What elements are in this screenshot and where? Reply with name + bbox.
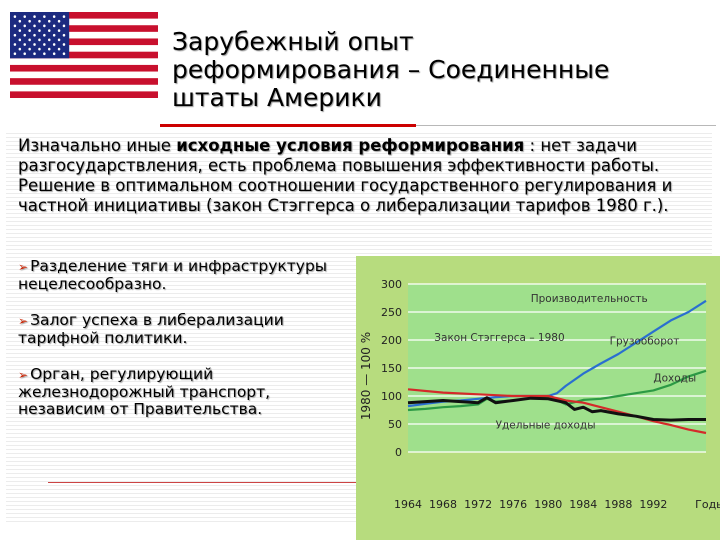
x-tick-label: 1968 [429, 498, 457, 511]
y-tick-label: 300 [381, 278, 402, 291]
flag-star [23, 43, 26, 46]
flag-star [38, 29, 41, 32]
flag-star [28, 38, 31, 42]
line-chart: 300 250 200 150 100 50 0 1964 1968 1972 1976 1980 19… [356, 256, 720, 540]
y-tick-label: 200 [381, 334, 402, 347]
flag-star [13, 33, 17, 37]
bullet-item: ➢ Разделение тяги и инфраструктуры нецеле… [18, 258, 348, 293]
bullet-text: Разделение тяги и инфраструктуры нецелес… [18, 257, 328, 293]
flag-star [43, 52, 46, 56]
flag-star [52, 52, 56, 56]
y-tick-label: 100 [381, 390, 402, 403]
flag-star [62, 33, 66, 37]
intro-text-bold: исходные условия реформирования [176, 136, 525, 155]
flag-star [23, 24, 26, 28]
flag-star [28, 19, 31, 23]
flag-star [18, 19, 22, 23]
flag-star [33, 52, 36, 56]
title-line-3: штаты Америки [172, 83, 382, 112]
flag-star [43, 43, 46, 46]
title-underline [160, 124, 416, 127]
series-label: Производительность [531, 293, 648, 305]
flag-star [13, 52, 17, 56]
flag-star [57, 47, 61, 51]
arrow-bullet-icon: ➢ [18, 260, 29, 274]
flag-star [52, 33, 56, 37]
bullet-text: Орган, регулирующий железнодорожный тран… [18, 365, 271, 418]
y-axis-label: 1980 — 100 % [359, 332, 373, 420]
series-line [407, 396, 706, 422]
flag-star [18, 29, 22, 32]
series-label: Доходы [653, 372, 696, 384]
x-tick-label: 1964 [394, 498, 422, 511]
y-tick-label: 50 [388, 418, 402, 431]
arrow-bullet-icon: ➢ [18, 314, 29, 328]
x-tick-label: 1984 [569, 498, 597, 511]
flag-star [43, 15, 46, 19]
flag-star [13, 15, 17, 19]
flag-star [13, 24, 17, 28]
flag-star [62, 52, 66, 56]
chart-annotation: Закон Стэггерса – 1980 [434, 332, 564, 344]
flag-star [57, 19, 61, 23]
x-tick-label: 1988 [604, 498, 632, 511]
flag-star [62, 24, 66, 28]
chart-container: 300 250 200 150 100 50 0 1964 1968 1972 1976 1980 19… [356, 256, 720, 540]
bullet-text: Залог успеха в либерализации тарифной по… [18, 311, 284, 347]
flag-star [57, 29, 61, 32]
flag-star [33, 33, 36, 37]
bullet-item: ➢ Залог успеха в либерализации тарифной п… [18, 312, 348, 347]
title-line-1: Зарубежный опыт [172, 27, 414, 56]
flag-star [18, 38, 22, 42]
title-underline-gray [416, 125, 716, 126]
flag-star [33, 15, 36, 19]
flag-star [23, 15, 26, 19]
flag-star [48, 38, 51, 42]
flag-star [48, 19, 51, 23]
intro-paragraph: Изначально иные исходные условия реформи… [18, 136, 714, 216]
intro-text-end: : нет задачи разгосударствления, есть пр… [18, 136, 673, 215]
series-line [407, 388, 707, 435]
flag-star [38, 38, 41, 42]
flag-star [43, 24, 46, 28]
flag-star [38, 47, 41, 51]
flag-star [33, 24, 36, 28]
x-tick-label: Годы [695, 498, 720, 511]
flag-star [43, 33, 46, 37]
bottom-divider [48, 482, 358, 483]
flag-star [62, 43, 66, 46]
flag-star [23, 33, 26, 37]
intro-text-start: Изначально иные [18, 136, 177, 155]
flag-star [48, 47, 51, 51]
arrow-bullet-icon: ➢ [18, 368, 29, 382]
flag-star [52, 24, 56, 28]
y-tick-label: 150 [381, 362, 402, 375]
bullet-item: ➢ Орган, регулирующий железнодорожный тра… [18, 366, 348, 418]
flag-star [18, 47, 22, 51]
series-label: Удельные доходы [496, 419, 596, 431]
y-tick-label: 0 [395, 446, 402, 459]
flag-star [52, 15, 56, 19]
flag-star [28, 29, 31, 32]
flag-star [48, 29, 51, 32]
flag-star [23, 52, 26, 56]
us-flag-image [10, 12, 158, 98]
flag-star [57, 38, 61, 42]
flag-star [33, 43, 36, 46]
x-tick-label: 1980 [534, 498, 562, 511]
flag-star [28, 47, 31, 51]
page-title: Зарубежный опыт реформирования – Соедине… [172, 28, 692, 112]
flag-star [38, 19, 41, 23]
y-tick-label: 250 [381, 306, 402, 319]
title-line-2: реформирования – Соединенные [172, 55, 610, 84]
x-tick-label: 1976 [499, 498, 527, 511]
x-tick-label: 1972 [464, 498, 492, 511]
flag-star [13, 43, 17, 46]
bullet-list: ➢ Разделение тяги и инфраструктуры нецеле… [18, 258, 348, 437]
x-tick-label: 1992 [639, 498, 667, 511]
flag-star [62, 15, 66, 19]
series-label: Грузооборот [610, 335, 680, 347]
flag-star [52, 43, 56, 46]
